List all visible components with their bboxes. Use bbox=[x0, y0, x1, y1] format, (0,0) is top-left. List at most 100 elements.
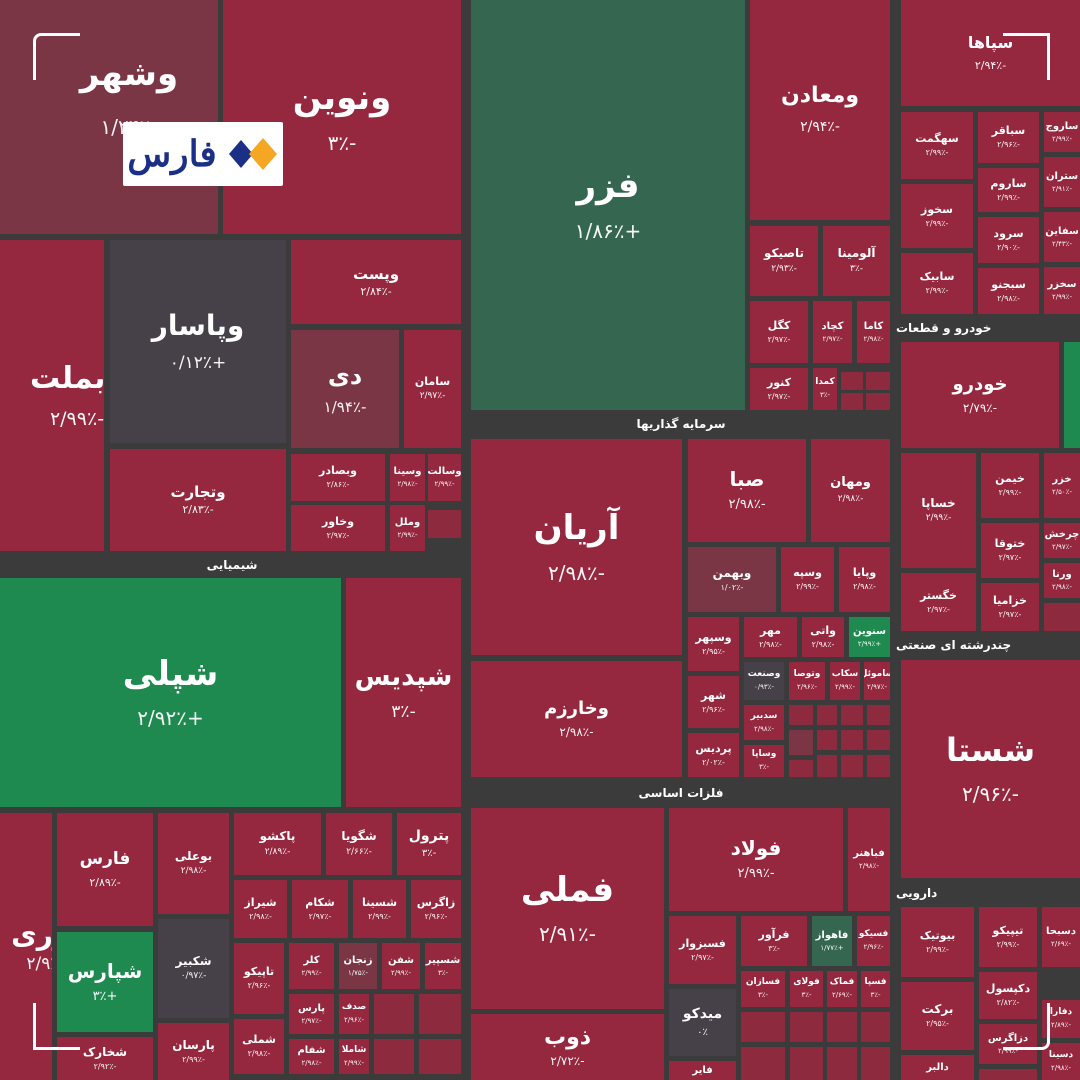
tile-midko[interactable]: میدکو ۰٪ bbox=[669, 989, 736, 1056]
tile-tapiko[interactable]: تاپیکو -۲/۹۶٪ bbox=[234, 943, 284, 1014]
tile-shkharak[interactable]: شخارک -۲/۹۲٪ bbox=[57, 1037, 153, 1080]
tile-shgoya[interactable]: شگویا -۲/۶۶٪ bbox=[326, 813, 392, 875]
tile-famak[interactable]: فماک -۲/۶۹٪ bbox=[827, 971, 857, 1007]
tile-vpasar[interactable]: وپاسار +۰/۱۲٪ bbox=[110, 240, 286, 443]
tile-shfam[interactable]: شفام -۲/۹۸٪ bbox=[289, 1039, 334, 1074]
tile-zagros[interactable]: زاگرس -۲/۹۶٪ bbox=[411, 880, 461, 938]
tile-small[interactable] bbox=[741, 1047, 785, 1080]
tile-biotik[interactable]: بیوتیک -۲/۹۹٪ bbox=[901, 907, 974, 977]
tile-shsina[interactable]: شسینا -۲/۹۹٪ bbox=[353, 880, 406, 938]
tile-small[interactable] bbox=[979, 1069, 1037, 1080]
tile-vsepah[interactable]: وسپه -۲/۹۹٪ bbox=[781, 547, 834, 612]
tile-khimen[interactable]: خیمن -۲/۹۹٪ bbox=[981, 453, 1039, 518]
tile-sabjno[interactable]: سبجنو -۲/۹۸٪ bbox=[978, 268, 1039, 314]
tile-small[interactable] bbox=[1044, 603, 1080, 631]
tile-sadbir[interactable]: سدبیر -۲/۹۸٪ bbox=[744, 705, 784, 740]
tile-kachad[interactable]: کچاد -۲/۹۷٪ bbox=[813, 301, 852, 363]
tile-small[interactable] bbox=[861, 1047, 890, 1080]
tile-vsanat[interactable]: وصنعت -۰/۹۳٪ bbox=[744, 662, 784, 700]
tile-shakbir[interactable]: شکبیر -۰/۹۷٪ bbox=[158, 919, 229, 1018]
tile-di[interactable]: دی -۱/۹۴٪ bbox=[291, 330, 399, 448]
tile-nouri[interactable]: نوری -۲/۹٪ bbox=[0, 813, 52, 1080]
tile-fazar[interactable]: فزر +۱/۸۶٪ bbox=[471, 0, 745, 410]
tile-vsalt[interactable]: وسالت -۲/۹۹٪ bbox=[428, 454, 461, 501]
tile-khzamia[interactable]: خزامیا -۲/۹۷٪ bbox=[981, 583, 1039, 631]
tile-sakhzar[interactable]: سخزر -۲/۹۹٪ bbox=[1044, 267, 1080, 314]
tile-small[interactable] bbox=[867, 755, 890, 777]
tile-vtosa[interactable]: وتوصا -۲/۹۶٪ bbox=[789, 662, 825, 700]
tile-vmelal[interactable]: وملل -۲/۹۹٪ bbox=[390, 505, 425, 551]
tile-vbesadr[interactable]: وبصادر -۲/۸۶٪ bbox=[291, 454, 385, 501]
tile-dalber[interactable]: دالبر bbox=[901, 1055, 974, 1080]
tile-kenor[interactable]: کنور -۲/۹۷٪ bbox=[750, 368, 808, 410]
tile-sahmet[interactable]: سهگمت -۲/۹۹٪ bbox=[901, 112, 973, 179]
tile-vsina[interactable]: وسینا -۲/۹۸٪ bbox=[390, 454, 425, 501]
tile-vsapehr[interactable]: وسپهر -۲/۹۵٪ bbox=[688, 617, 739, 671]
tile-varna[interactable]: ورنا -۲/۹۸٪ bbox=[1044, 563, 1080, 598]
tile-sakhvaz[interactable]: سخوز -۲/۹۹٪ bbox=[901, 184, 973, 248]
tile-small[interactable] bbox=[1064, 342, 1080, 448]
tile-safain[interactable]: سفاین -۲/۴۳٪ bbox=[1044, 212, 1080, 262]
tile-small[interactable] bbox=[790, 1047, 823, 1080]
tile-charkhesh[interactable]: چرخش -۲/۹۷٪ bbox=[1044, 523, 1080, 558]
tile-vpost[interactable]: وپست -۲/۸۴٪ bbox=[291, 240, 461, 324]
tile-small[interactable] bbox=[841, 755, 863, 777]
tile-pakshoo[interactable]: پاکشو -۲/۸۹٪ bbox=[234, 813, 321, 875]
tile-pars[interactable]: پارس -۲/۹۷٪ bbox=[289, 994, 334, 1034]
tile-kalar[interactable]: کلر -۲/۹۹٪ bbox=[289, 943, 334, 989]
tile-small[interactable] bbox=[428, 510, 461, 538]
tile-dkepsol[interactable]: دکپسول -۲/۸۲٪ bbox=[979, 972, 1037, 1019]
tile-shamla[interactable]: شاملا -۲/۹۹٪ bbox=[339, 1039, 369, 1074]
tile-mehr[interactable]: مهر -۲/۹۸٪ bbox=[744, 617, 797, 657]
tile-small[interactable] bbox=[841, 705, 863, 725]
tile-khodro[interactable]: خودرو -۲/۷۹٪ bbox=[901, 342, 1059, 448]
tile-vpaya[interactable]: وپایا -۲/۹۸٪ bbox=[839, 547, 890, 612]
tile-vbahman[interactable]: وبهمن -۱/۰۲٪ bbox=[688, 547, 776, 612]
tile-khtoga[interactable]: ختوقا -۲/۹۷٪ bbox=[981, 523, 1039, 578]
tile-fars[interactable]: فارس -۲/۸۹٪ bbox=[57, 813, 153, 926]
tile-small[interactable] bbox=[866, 372, 890, 390]
tile-boali[interactable]: بوعلی -۲/۹۸٪ bbox=[158, 813, 229, 914]
tile-small[interactable] bbox=[841, 730, 863, 750]
tile-fayir[interactable]: فایر bbox=[669, 1061, 736, 1080]
tile-pardis[interactable]: پردیس -۲/۰۲٪ bbox=[688, 733, 739, 777]
tile-fasbzvar[interactable]: فسبزوار -۲/۹۷٪ bbox=[669, 916, 736, 984]
tile-dasina[interactable]: دسینا -۲/۹۸٪ bbox=[1042, 1043, 1080, 1080]
tile-small[interactable] bbox=[374, 994, 414, 1034]
tile-small[interactable] bbox=[827, 1047, 857, 1080]
tile-vati[interactable]: واتی -۲/۹۸٪ bbox=[802, 617, 844, 657]
tile-kagol[interactable]: کگل -۲/۹۷٪ bbox=[750, 301, 808, 363]
tile-small[interactable] bbox=[817, 730, 837, 750]
tile-kama[interactable]: کاما -۲/۹۸٪ bbox=[857, 301, 890, 363]
tile-vsapa[interactable]: وساپا -۳٪ bbox=[744, 745, 784, 777]
tile-vshahr[interactable]: وشهر -۱/۲۴٪ bbox=[0, 0, 218, 234]
tile-small[interactable] bbox=[789, 760, 813, 777]
tile-shkam[interactable]: شکام -۲/۹۷٪ bbox=[292, 880, 348, 938]
tile-small[interactable] bbox=[867, 730, 890, 750]
tile-shepli[interactable]: شپلی +۲/۹۲٪ bbox=[0, 578, 341, 807]
tile-small[interactable] bbox=[790, 1012, 823, 1042]
tile-khzar[interactable]: خزر -۲/۵۰٪ bbox=[1044, 453, 1080, 518]
tile-sarvod[interactable]: سرود -۲/۹۰٪ bbox=[978, 217, 1039, 263]
tile-sadaf[interactable]: صدف -۲/۹۶٪ bbox=[339, 994, 369, 1034]
tile-parsan[interactable]: پارسان -۲/۹۹٪ bbox=[158, 1023, 229, 1080]
tile-sateran[interactable]: ستران -۲/۹۱٪ bbox=[1044, 157, 1080, 207]
tile-vamaaden[interactable]: ومعادن -۲/۹۴٪ bbox=[750, 0, 890, 220]
tile-kamaa[interactable]: کمدا -۳٪ bbox=[813, 368, 837, 410]
tile-faravar[interactable]: فرآور -۳٪ bbox=[741, 916, 807, 966]
tile-shahr[interactable]: شهر -۲/۹۶٪ bbox=[688, 676, 739, 728]
tile-aloomina[interactable]: آلومینا -۳٪ bbox=[823, 226, 890, 296]
tile-vmahan[interactable]: ومهان -۲/۹۸٪ bbox=[811, 439, 890, 542]
tile-shepdis[interactable]: شپدیس -۳٪ bbox=[346, 578, 461, 807]
tile-dasabha[interactable]: دسبحا -۲/۶۹٪ bbox=[1042, 907, 1080, 967]
tile-small[interactable] bbox=[841, 372, 863, 390]
tile-sabager[interactable]: سباقر -۲/۹۶٪ bbox=[978, 112, 1039, 163]
tile-saman[interactable]: سامان -۲/۹۷٪ bbox=[404, 330, 461, 448]
tile-small[interactable] bbox=[741, 1012, 785, 1042]
tile-sabik[interactable]: سابیک -۲/۹۹٪ bbox=[901, 253, 973, 314]
tile-sarouj[interactable]: ساروج -۲/۹۹٪ bbox=[1044, 112, 1080, 152]
tile-vtejarat[interactable]: وتجارت -۲/۸۳٪ bbox=[110, 449, 286, 551]
tile-fakhoz[interactable]: فاهواز +۱/۷۷٪ bbox=[812, 916, 852, 966]
tile-fasaran[interactable]: فسازان -۳٪ bbox=[741, 971, 785, 1007]
tile-petrol[interactable]: پترول -۳٪ bbox=[397, 813, 461, 875]
